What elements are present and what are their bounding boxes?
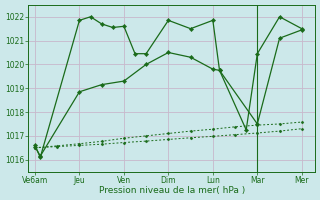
X-axis label: Pression niveau de la mer( hPa ): Pression niveau de la mer( hPa ) [99, 186, 245, 195]
